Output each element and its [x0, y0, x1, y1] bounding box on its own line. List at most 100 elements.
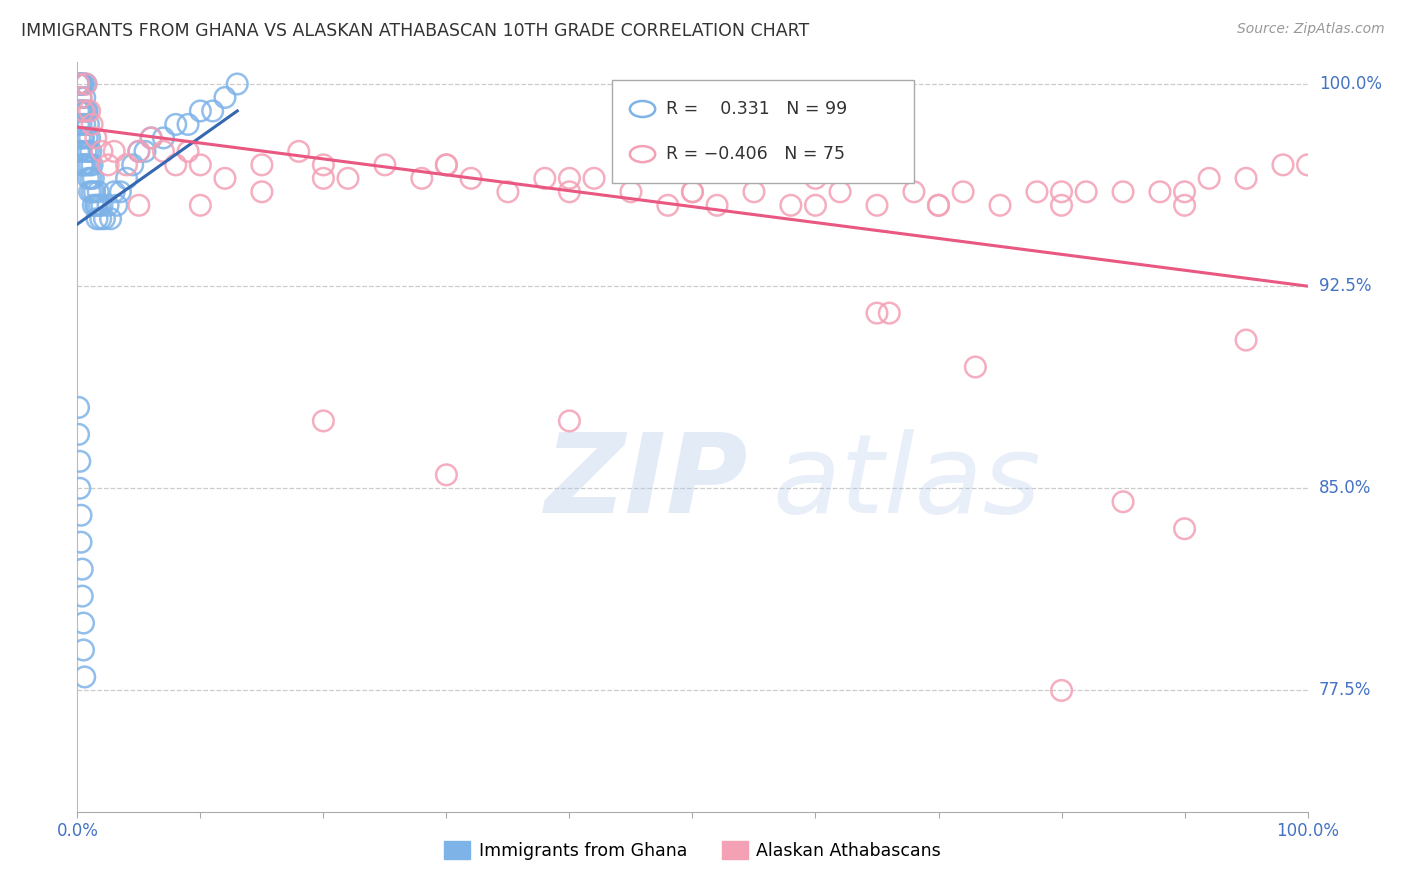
Point: [70, 535, 93, 549]
Point: [69, 77, 91, 91]
Point: [67, 117, 90, 131]
Point: [80, 171, 103, 186]
Point: [460, 171, 482, 186]
Point: [1174, 185, 1197, 199]
Point: [288, 145, 311, 159]
Text: R =    0.331   N = 99: R = 0.331 N = 99: [666, 100, 848, 118]
Point: [84, 198, 107, 212]
Point: [312, 158, 335, 172]
Text: R = −0.406   N = 75: R = −0.406 N = 75: [666, 145, 845, 163]
Text: 85.0%: 85.0%: [1319, 479, 1371, 497]
Point: [105, 198, 128, 212]
Point: [188, 198, 212, 212]
Point: [67, 77, 90, 91]
Point: [73, 90, 96, 104]
Point: [830, 185, 852, 199]
Point: [1050, 185, 1073, 199]
Point: [82, 171, 104, 186]
Point: [965, 359, 987, 374]
Point: [82, 117, 104, 131]
Text: Source: ZipAtlas.com: Source: ZipAtlas.com: [1237, 22, 1385, 37]
Point: [134, 145, 156, 159]
Point: [75, 77, 97, 91]
Point: [90, 211, 112, 226]
Point: [93, 211, 115, 226]
Point: [67, 103, 90, 118]
Point: [165, 158, 187, 172]
Text: ZIP: ZIP: [546, 428, 748, 535]
Point: [558, 171, 581, 186]
Point: [90, 145, 114, 159]
Point: [79, 185, 101, 199]
Point: [128, 145, 150, 159]
Point: [534, 171, 557, 186]
Point: [780, 198, 803, 212]
Point: [67, 77, 90, 91]
Point: [70, 103, 93, 118]
Point: [67, 145, 90, 159]
Point: [72, 131, 94, 145]
Point: [70, 117, 93, 131]
Point: [201, 103, 224, 118]
Point: [188, 103, 212, 118]
Point: [121, 158, 143, 172]
Point: [69, 454, 91, 468]
Point: [657, 198, 679, 212]
Point: [214, 90, 236, 104]
Point: [250, 158, 273, 172]
Point: [72, 103, 94, 118]
Point: [67, 401, 90, 415]
Text: 100.0%: 100.0%: [1319, 75, 1382, 93]
Point: [682, 185, 704, 199]
Point: [84, 131, 107, 145]
Point: [79, 158, 101, 172]
Point: [75, 103, 97, 118]
Point: [69, 103, 91, 118]
Point: [226, 77, 249, 91]
Point: [928, 198, 950, 212]
Point: [250, 185, 273, 199]
Point: [1149, 185, 1171, 199]
Point: [1112, 495, 1135, 509]
Point: [682, 185, 704, 199]
Point: [72, 643, 94, 657]
Point: [214, 171, 236, 186]
Point: [70, 90, 93, 104]
Point: [128, 145, 150, 159]
Point: [177, 117, 200, 131]
Point: [80, 145, 103, 159]
Point: [70, 508, 93, 523]
Point: [67, 427, 90, 442]
Point: [952, 185, 974, 199]
Point: [866, 198, 889, 212]
Point: [583, 171, 606, 186]
Point: [165, 117, 187, 131]
Point: [988, 198, 1011, 212]
Point: [89, 198, 111, 212]
Point: [73, 117, 96, 131]
Text: IMMIGRANTS FROM GHANA VS ALASKAN ATHABASCAN 10TH GRADE CORRELATION CHART: IMMIGRANTS FROM GHANA VS ALASKAN ATHABAS…: [21, 22, 810, 40]
Point: [1198, 171, 1220, 186]
Point: [1050, 683, 1073, 698]
Point: [866, 306, 889, 320]
Point: [1234, 171, 1257, 186]
Point: [1272, 158, 1295, 172]
Point: [1076, 185, 1098, 199]
Point: [706, 198, 728, 212]
Point: [188, 158, 212, 172]
Point: [128, 198, 150, 212]
Text: 92.5%: 92.5%: [1319, 277, 1371, 295]
Point: [312, 414, 335, 428]
Point: [103, 145, 125, 159]
Point: [75, 145, 97, 159]
Point: [70, 77, 93, 91]
Point: [79, 103, 101, 118]
Point: [70, 158, 93, 172]
Point: [903, 185, 925, 199]
Point: [69, 131, 91, 145]
Point: [73, 158, 96, 172]
Point: [75, 77, 97, 91]
Point: [67, 77, 90, 91]
Point: [115, 171, 138, 186]
Point: [70, 77, 93, 91]
